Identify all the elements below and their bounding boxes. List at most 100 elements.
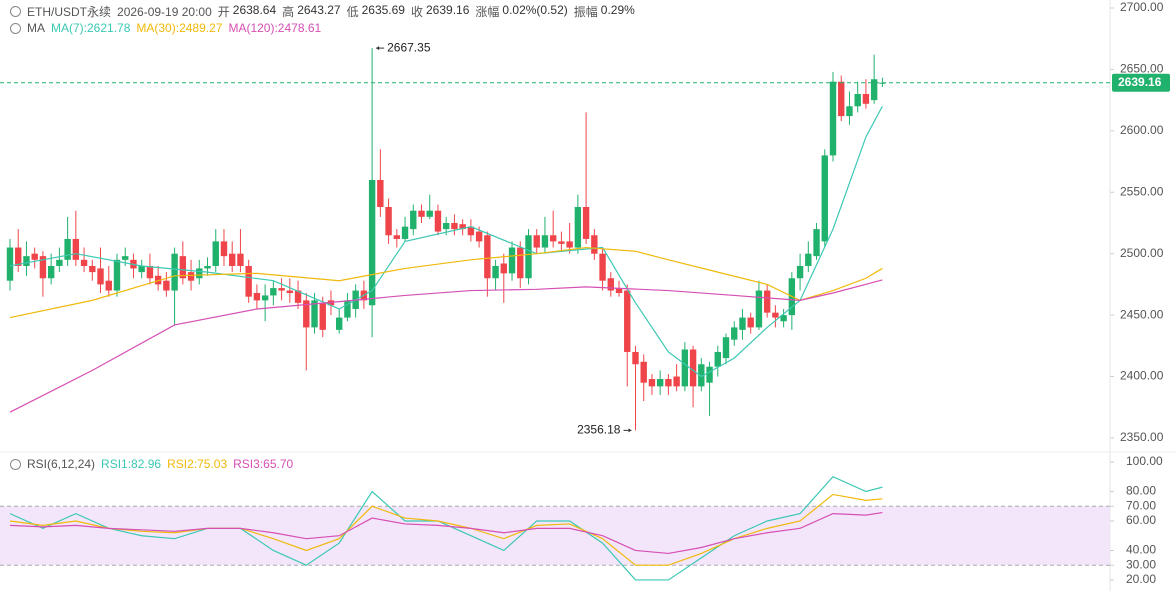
candle-body [549, 235, 557, 242]
candle-body [105, 280, 112, 291]
candle-body [813, 229, 820, 257]
rsi-legend-item: RSI2:75.03 [167, 457, 228, 471]
candle-body [459, 224, 466, 230]
indicator-line [9, 246, 883, 319]
candle-body [401, 226, 409, 239]
collapse-icon[interactable] [10, 458, 21, 470]
candle-body [706, 366, 713, 383]
candle-body [640, 361, 647, 383]
candle-body [591, 235, 598, 254]
candle-body [722, 337, 730, 359]
y-tick-label: 2450.00 [1120, 307, 1164, 321]
candle-body [187, 272, 195, 281]
candle-body [229, 253, 236, 266]
field-value: 0.02%(0.52) [502, 3, 568, 17]
candle-body [541, 235, 549, 248]
candle-body [862, 93, 870, 104]
candle-body [377, 179, 384, 208]
candle-body [261, 295, 269, 301]
candle-body [113, 259, 121, 291]
candle-body [492, 265, 499, 279]
collapse-icon[interactable] [10, 6, 21, 17]
candle-body [500, 263, 507, 274]
annotation-label: 2667.35 [387, 40, 431, 54]
y-tick-label: 20.00 [1126, 572, 1156, 586]
y-tick-label: 30.00 [1126, 557, 1156, 571]
candle-body [122, 256, 129, 260]
candle-body [385, 207, 392, 236]
candle-body [442, 222, 450, 230]
candle-body [566, 241, 573, 248]
y-tick-label: 2400.00 [1120, 369, 1164, 383]
candle-body [731, 327, 738, 340]
candle-body [270, 288, 277, 296]
candle-body [574, 207, 582, 248]
candle-body [39, 256, 47, 279]
ma-legend: MA MA(7):2621.78 MA(30):2489.27 MA(120):24… [10, 21, 321, 35]
candle-body [599, 253, 606, 281]
candle-body [681, 349, 689, 387]
header: ETH/USDT永续 2026-09-19 20:00 开 2638.64 高 264… [10, 3, 635, 20]
candle-body [344, 300, 351, 318]
field: 振幅 0.29% [574, 3, 635, 20]
candle-body [6, 247, 14, 281]
candle-body [689, 349, 697, 387]
candle-body [772, 312, 779, 318]
ma-legend-item: MA(30):2489.27 [136, 21, 223, 35]
candle-body [484, 235, 491, 279]
candle-body [319, 302, 326, 330]
y-tick-label: 2600.00 [1120, 123, 1164, 137]
candle-body [179, 256, 187, 279]
field-value: 2638.64 [232, 3, 277, 17]
rsi-legend-item: RSI1:82.96 [101, 457, 162, 471]
field-value: 2639.16 [426, 3, 470, 17]
candle-body [418, 210, 425, 217]
indicator-line [9, 105, 883, 378]
annotation-arrow-head [376, 46, 380, 51]
symbol: ETH/USDT永续 [27, 5, 112, 19]
field-value: 2635.69 [361, 3, 405, 17]
candle-body [138, 265, 145, 273]
candle-body [47, 265, 55, 279]
candle-body [64, 238, 71, 260]
y-tick-label: 2650.00 [1120, 62, 1164, 76]
y-tick-label: 2350.00 [1120, 430, 1164, 444]
field-label: 高 [282, 5, 295, 19]
collapse-icon[interactable] [10, 22, 21, 34]
field-label: 低 [346, 5, 359, 19]
y-tick-label: 80.00 [1126, 484, 1156, 498]
y-tick-label: 2500.00 [1120, 246, 1164, 260]
candle-body [656, 378, 664, 387]
candle-body [648, 378, 656, 387]
indicator-line [9, 493, 883, 566]
rsi-title: RSI(6,12,24) [27, 457, 96, 471]
candle-body [525, 235, 532, 279]
candle-body [146, 265, 154, 279]
candle-body [739, 317, 746, 330]
candle-body [163, 280, 170, 291]
candle-body [204, 265, 211, 269]
candle-body [15, 247, 22, 266]
field: 高 2643.27 [282, 3, 340, 20]
candle-body [56, 259, 63, 266]
y-tick-label: 100.00 [1126, 454, 1163, 468]
time: 2026-09-19 20:00 [117, 4, 212, 19]
rsi-legend: RSI(6,12,24) RSI1:82.96 RSI2:75.03 RSI3:65… [10, 457, 293, 471]
candle-body [393, 235, 401, 239]
field-label: 涨幅 [475, 5, 500, 19]
candle-body [336, 317, 343, 330]
candle-body [508, 247, 516, 274]
field: 收 2639.16 [411, 3, 469, 20]
candle-body [434, 210, 442, 232]
indicator-line [9, 476, 883, 581]
candle-body [870, 79, 878, 101]
candle-body [838, 81, 845, 117]
candle-body [673, 376, 680, 387]
candle-body [615, 288, 623, 293]
annotation-label: 2356.18 [577, 423, 621, 437]
ma-legend-item: MA(7):2621.78 [51, 21, 131, 35]
candle-body [582, 207, 590, 239]
last-price-box [1112, 73, 1170, 92]
field-label: 收 [410, 5, 423, 19]
